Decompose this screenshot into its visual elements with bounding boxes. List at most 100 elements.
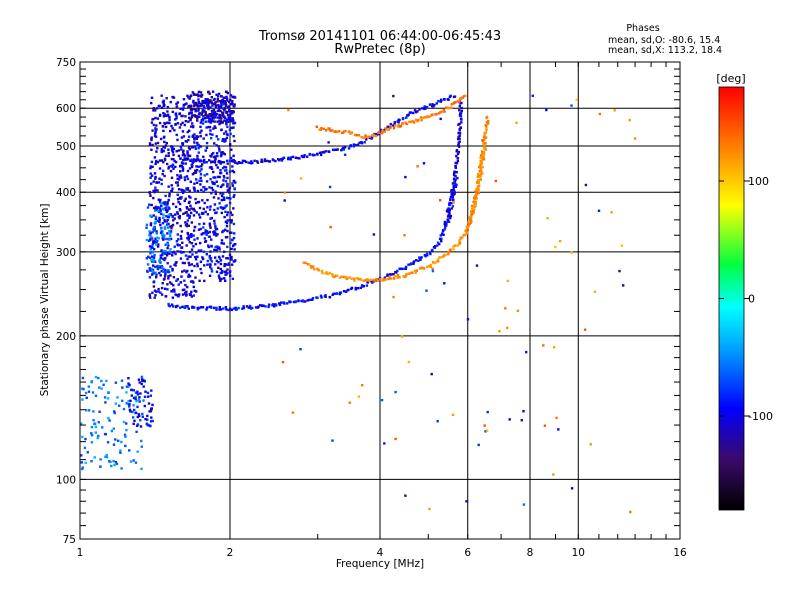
cluster-point — [186, 257, 189, 261]
cluster-point — [154, 220, 157, 223]
trace-point — [447, 207, 450, 210]
cluster-point — [224, 210, 227, 213]
trace-point — [377, 133, 380, 136]
cluster-point — [145, 257, 148, 260]
cluster-point — [149, 269, 152, 272]
cluster-point — [232, 222, 236, 226]
trace-point — [449, 195, 453, 199]
cluster-point — [148, 293, 152, 296]
trace-point — [402, 275, 405, 278]
trace-point — [485, 124, 488, 127]
cluster-point — [165, 243, 169, 246]
trace-point — [379, 128, 383, 132]
cluster-point — [199, 94, 202, 97]
cluster-point — [129, 410, 132, 413]
cluster-point — [165, 208, 168, 212]
cluster-point — [189, 117, 192, 120]
cluster-point — [149, 194, 152, 197]
trace-point — [389, 122, 392, 126]
cluster-point — [152, 226, 156, 229]
cluster-point — [200, 249, 203, 252]
cluster-point — [132, 416, 135, 419]
cluster-point — [233, 139, 236, 143]
cluster-point — [171, 267, 174, 271]
cluster-point — [152, 241, 155, 244]
trace-point — [443, 98, 446, 101]
cluster-point — [232, 122, 235, 125]
scatter-point — [583, 328, 587, 331]
trace-point — [203, 161, 206, 164]
cluster-point — [141, 415, 144, 418]
cluster-point — [188, 189, 191, 193]
trace-point — [398, 276, 401, 279]
trace-point — [357, 134, 361, 137]
cluster-point — [230, 126, 233, 130]
cluster-point — [227, 116, 230, 119]
scatter-point — [439, 117, 442, 121]
cluster-point — [174, 123, 177, 126]
cluster-point — [208, 256, 211, 259]
cluster-point — [187, 236, 191, 239]
cluster-point — [170, 148, 174, 151]
cluster-point — [161, 222, 165, 225]
trace-point — [450, 193, 453, 196]
cluster-point — [85, 396, 88, 399]
cluster-point — [134, 397, 137, 401]
trace-point — [426, 265, 429, 269]
trace-point — [418, 267, 422, 270]
cluster-point — [152, 123, 155, 127]
cluster-point — [184, 224, 188, 227]
trace-point — [179, 306, 182, 309]
trace-point — [315, 125, 318, 128]
cluster-point — [230, 238, 234, 241]
cluster-point — [168, 118, 171, 122]
cluster-point — [186, 219, 189, 222]
cluster-point — [187, 138, 190, 142]
trace-point — [196, 158, 200, 161]
cluster-point — [136, 405, 139, 409]
trace-point — [370, 137, 373, 140]
cluster-point — [104, 433, 107, 436]
cluster-point — [225, 221, 229, 225]
trace-point — [308, 298, 311, 302]
cluster-point — [198, 104, 202, 108]
cluster-point — [148, 143, 152, 147]
cluster-point — [199, 260, 203, 263]
cluster-point — [197, 108, 200, 111]
trace-point — [446, 215, 450, 218]
trace-point — [440, 99, 443, 102]
trace-point — [381, 279, 384, 282]
cluster-point — [201, 212, 204, 215]
cluster-point — [176, 212, 180, 215]
cluster-point — [211, 120, 214, 123]
cluster-point — [211, 104, 214, 107]
cluster-point — [209, 115, 212, 118]
cluster-point — [116, 396, 119, 399]
cluster-point — [135, 424, 139, 427]
trace-point — [470, 204, 474, 207]
cluster-point — [202, 207, 205, 211]
cluster-point — [210, 167, 214, 170]
cluster-point — [139, 419, 142, 422]
scatter-point — [570, 251, 573, 254]
trace-point — [196, 306, 199, 310]
cluster-point — [180, 136, 184, 139]
cluster-point — [196, 262, 199, 266]
cluster-point — [198, 222, 201, 226]
cluster-point — [194, 115, 197, 118]
scatter-point — [431, 267, 434, 271]
trace-point — [256, 161, 260, 164]
trace-point — [460, 106, 463, 110]
trace-point — [434, 245, 437, 248]
scatter-point — [348, 401, 351, 404]
cluster-point — [130, 394, 133, 397]
trace-point — [447, 106, 450, 110]
cluster-point — [175, 114, 178, 118]
scatter-point — [451, 200, 455, 204]
trace-point — [248, 306, 251, 309]
cluster-point — [150, 236, 154, 239]
cluster-point — [187, 104, 190, 108]
trace-point — [450, 106, 453, 109]
cluster-point — [158, 220, 161, 224]
cluster-point — [162, 236, 165, 239]
